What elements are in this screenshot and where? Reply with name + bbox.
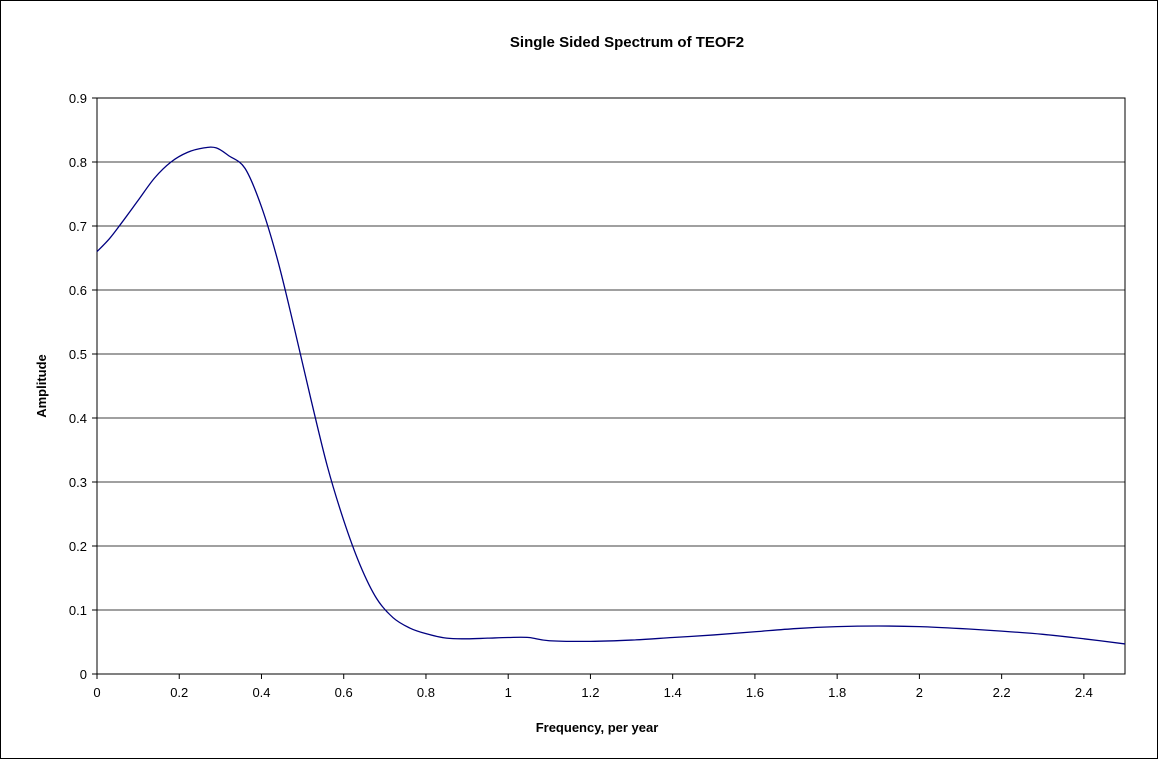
x-tick-label: 2.4 [1075, 685, 1093, 700]
series-line-0 [96, 146, 1126, 645]
y-tick-label: 0.3 [69, 475, 87, 490]
y-tick-label: 0.4 [69, 411, 87, 426]
x-tick-label: 1.2 [581, 685, 599, 700]
y-tick-label: 0.8 [69, 155, 87, 170]
x-tick-label: 0.6 [335, 685, 353, 700]
chart-title: Single Sided Spectrum of TEOF2 [510, 34, 744, 51]
x-tick-labels: 0 0.2 0.4 0.6 0.8 1 1.2 1.4 1.6 1.8 2 2.2 2.4 [93, 685, 1093, 700]
y-tick-label: 0 [80, 667, 87, 682]
y-tick-label: 0.2 [69, 539, 87, 554]
y-tick-labels: 0 0.1 0.2 0.3 0.4 0.5 0.6 0.7 0.8 0.9 [69, 91, 87, 682]
x-tick-label: 1.8 [828, 685, 846, 700]
plot-area [96, 97, 1126, 675]
x-tick-label: 1.4 [664, 685, 682, 700]
series-layer [96, 146, 1126, 645]
x-tick-label: 1 [505, 685, 512, 700]
grid-lines [97, 161, 1125, 611]
x-tick-label: 2.2 [993, 685, 1011, 700]
tick-marks [92, 97, 1085, 679]
y-tick-label: 0.1 [69, 603, 87, 618]
x-tick-label: 0.2 [170, 685, 188, 700]
y-axis-title: Amplitude [34, 354, 49, 418]
y-tick-label: 0.7 [69, 219, 87, 234]
x-tick-label: 0.4 [252, 685, 270, 700]
x-tick-label: 0 [93, 685, 100, 700]
x-tick-label: 1.6 [746, 685, 764, 700]
y-tick-label: 0.6 [69, 283, 87, 298]
x-tick-label: 0.8 [417, 685, 435, 700]
y-tick-label: 0.5 [69, 347, 87, 362]
x-axis-title: Frequency, per year [536, 720, 659, 735]
y-tick-label: 0.9 [69, 91, 87, 106]
x-tick-label: 2 [916, 685, 923, 700]
